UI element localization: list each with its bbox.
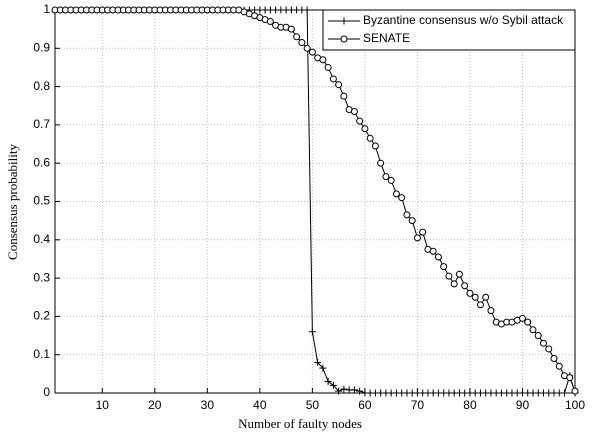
marker (350, 386, 358, 394)
marker (471, 293, 479, 301)
marker (398, 194, 406, 202)
x-tick-label: 10 (96, 398, 110, 412)
marker (319, 56, 327, 64)
marker (366, 134, 374, 142)
marker (560, 389, 568, 397)
marker (324, 63, 332, 71)
marker (266, 17, 274, 25)
y-tick-label: 1 (43, 2, 50, 16)
marker (340, 385, 348, 393)
marker (298, 39, 306, 47)
legend-box (322, 9, 576, 51)
marker (340, 92, 348, 100)
marker (434, 253, 442, 261)
y-tick-label: 0.3 (33, 270, 50, 284)
marker (319, 364, 327, 372)
marker (308, 48, 316, 56)
marker (308, 328, 316, 336)
marker (555, 362, 563, 370)
legend: Byzantine consensus w/o Sybil attack SENA… (322, 9, 576, 51)
marker (293, 33, 301, 41)
y-tick-label: 0.8 (33, 79, 50, 93)
marker (361, 125, 369, 133)
marker (329, 75, 337, 83)
y-tick-label: 0.5 (33, 194, 50, 208)
marker (340, 17, 348, 25)
marker (440, 263, 448, 271)
marker (566, 374, 574, 382)
marker (350, 107, 358, 115)
x-tick-label: 60 (358, 398, 372, 412)
marker (382, 173, 390, 181)
marker (324, 378, 332, 386)
x-tick-label: 30 (201, 398, 215, 412)
y-tick-label: 0 (43, 385, 50, 399)
marker (403, 211, 411, 219)
y-tick-label: 0.9 (33, 40, 50, 54)
x-tick-label: 80 (463, 398, 477, 412)
marker (550, 355, 558, 363)
marker (303, 44, 311, 52)
marker (529, 326, 537, 334)
marker (408, 217, 416, 225)
marker (429, 247, 437, 255)
marker (466, 289, 474, 297)
y-axis-label: Consensus probability (5, 144, 20, 260)
marker (287, 25, 295, 33)
marker (314, 358, 322, 366)
marker (356, 387, 364, 395)
marker (524, 318, 532, 326)
series-line (55, 9, 576, 392)
marker (487, 307, 495, 315)
marker (450, 280, 458, 288)
marker (461, 282, 469, 290)
marker (419, 228, 427, 236)
marker (303, 6, 311, 14)
marker (335, 387, 343, 395)
x-tick-label: 50 (306, 398, 320, 412)
x-tick-label: 40 (253, 398, 267, 412)
marker (571, 387, 579, 395)
marker (377, 159, 385, 167)
y-tick-label: 0.7 (33, 117, 50, 131)
marker (387, 176, 395, 184)
legend-label: Byzantine consensus w/o Sybil attack (363, 13, 564, 27)
marker (534, 332, 542, 340)
y-tick-label: 0.1 (33, 347, 50, 361)
marker (356, 117, 364, 125)
marker (413, 234, 421, 242)
marker (476, 301, 484, 309)
x-tick-label: 90 (516, 398, 530, 412)
marker (545, 345, 553, 353)
y-tick-label: 0.4 (33, 232, 50, 246)
legend-label: SENATE (363, 31, 410, 45)
marker (455, 270, 463, 278)
y-tick-label: 0.6 (33, 155, 50, 169)
marker (445, 272, 453, 280)
marker (335, 81, 343, 89)
marker (371, 142, 379, 150)
x-tick-label: 70 (411, 398, 425, 412)
x-tick-label: 20 (148, 398, 162, 412)
marker (392, 190, 400, 198)
marker (482, 293, 490, 301)
marker (329, 381, 337, 389)
x-tick-label: 100 (565, 398, 585, 412)
plot-frame (54, 9, 576, 394)
y-tick-label: 0.2 (33, 309, 50, 323)
x-axis-label: Number of faulty nodes (238, 416, 362, 431)
marker (539, 339, 547, 347)
marker (340, 35, 348, 43)
marker (518, 314, 526, 322)
